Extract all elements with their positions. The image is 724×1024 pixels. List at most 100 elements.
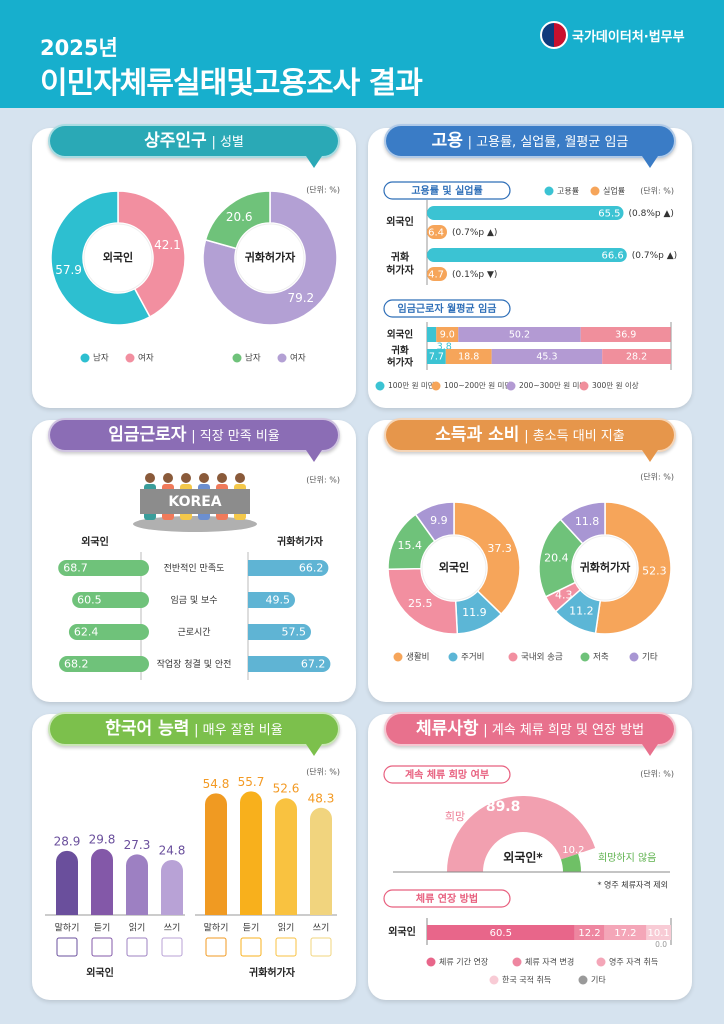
pill-tail: [642, 450, 658, 462]
subsection-title: 체류 연장 방법: [416, 892, 478, 905]
pill-tail: [642, 744, 658, 756]
panel-korean: [32, 714, 356, 1000]
organization-name: 국가데이터처·법무부: [572, 30, 685, 45]
donut-center: [421, 535, 487, 601]
pie-slice: [453, 501, 521, 616]
bar-value: 4.7: [428, 270, 444, 281]
legend-item: 고용률: [557, 187, 579, 196]
subsection-pill: [383, 181, 511, 200]
title-main: 상주인구: [144, 131, 207, 151]
bar-left: [68, 624, 149, 640]
category-label: 임금 및 보수: [170, 594, 217, 606]
bar-value: 49.5: [266, 594, 291, 607]
segment-value: 45.3: [536, 352, 557, 363]
title-sub: | 계속 체류 희망 및 연장 방법: [483, 723, 645, 738]
title-sub: | 총소득 대비 지출: [524, 429, 625, 444]
bar: [427, 267, 447, 281]
pie-slice: [204, 190, 271, 250]
writing-icon: [310, 937, 332, 957]
unit-label: (단위: %): [306, 767, 340, 777]
legend-dot: [544, 186, 554, 196]
stacked-segment: [458, 327, 581, 342]
stacked-segment: [602, 349, 671, 364]
pie-slice: [117, 190, 186, 318]
legend-item: 100~200만 원 미만: [444, 381, 511, 390]
unit-label: (단위: %): [640, 186, 674, 196]
bar-value: 60.5: [77, 594, 102, 607]
bar-right-start: [248, 592, 256, 608]
legend-item: 국내외 송금: [521, 652, 563, 663]
bar-value: 66.6: [602, 251, 624, 262]
slice-value: 37.3: [487, 542, 512, 555]
bar-right-start: [248, 560, 256, 576]
category-label: 쓰기: [164, 923, 181, 934]
legend-dot: [277, 353, 287, 363]
legend-item: 기타: [642, 653, 658, 663]
segment-value: 50.2: [509, 330, 530, 341]
pie-slice: [559, 501, 606, 545]
stacked-segment: [574, 925, 605, 940]
legend-item: 체류 자격 변경: [525, 957, 574, 967]
column-header: 귀화허가자: [277, 535, 324, 548]
listening-icon: [91, 937, 113, 957]
category-label: 귀화: [391, 345, 409, 357]
legend-item: 여자: [138, 353, 154, 364]
stacked-segment: [427, 925, 575, 940]
bar-value: 62.4: [74, 626, 99, 639]
segment-value: 12.2: [578, 928, 600, 939]
slice-value: 25.5: [408, 597, 433, 610]
bar: [427, 225, 447, 239]
pill-tail: [642, 156, 658, 168]
legend-item: 기타: [591, 976, 606, 985]
legend-dot: [596, 957, 606, 967]
slice-value: 89.8: [486, 799, 521, 815]
bar-right-start: [248, 656, 256, 672]
change-label: (0.1%p ▼): [452, 270, 497, 280]
legend-item: 300만 원 이상: [592, 380, 639, 390]
segment-value: 10.1: [648, 928, 670, 939]
title-stay: 체류사항 | 계속 체류 희망 및 연장 방법: [384, 712, 676, 746]
subsection-pill: [383, 889, 511, 908]
legend-item: 저축: [593, 653, 609, 663]
bar-value: 68.7: [63, 562, 88, 575]
korea-banner: [140, 489, 250, 514]
bar-right-start: [248, 624, 256, 640]
bar-right: [248, 624, 311, 640]
stacked-segment: [491, 349, 603, 364]
legend-item: 남자: [245, 354, 261, 364]
change-label: (0.8%p ▲): [629, 209, 674, 219]
legend-dot: [508, 652, 518, 662]
bar-right: [248, 560, 329, 576]
bar-value: 52.6: [273, 782, 300, 796]
bar-value: 28.9: [54, 834, 81, 848]
slice-value: 52.3: [642, 565, 667, 578]
segment-value: 7.7: [429, 352, 444, 363]
category-label: 근로시간: [177, 627, 210, 638]
pill-tail: [306, 450, 322, 462]
group-label: 귀화허가자: [249, 966, 296, 979]
subsection-title: 임금근로자 월평균 임금: [398, 302, 497, 315]
category-label: 허가자: [387, 357, 413, 369]
government-emblem-icon: [540, 21, 568, 49]
half-donut-slice: [447, 796, 596, 872]
person-head-icon: [235, 473, 245, 483]
bar: [427, 248, 627, 262]
segment-value-outside: 0.0: [655, 940, 667, 949]
bar: [56, 850, 78, 915]
legend-dot: [489, 975, 499, 985]
legend-item: 실업률: [603, 186, 625, 196]
slice-value: 20.6: [226, 210, 253, 224]
title-sub: | 직장 만족 비율: [191, 429, 280, 444]
person-head-icon: [217, 473, 227, 483]
title-sub: | 고용률, 실업률, 월평균 임금: [467, 135, 629, 150]
subsection-pill: [383, 765, 511, 784]
legend-item: 남자: [93, 354, 109, 364]
slice-value: 57.9: [55, 263, 82, 277]
group-label: 외국인: [86, 966, 114, 979]
slice-value: 11.8: [575, 515, 600, 528]
legend-item: 체류 기간 연장: [439, 957, 489, 967]
donut-center-label: 외국인: [103, 250, 133, 264]
reading-icon: [126, 937, 148, 957]
category-label: 허가자: [386, 264, 414, 277]
